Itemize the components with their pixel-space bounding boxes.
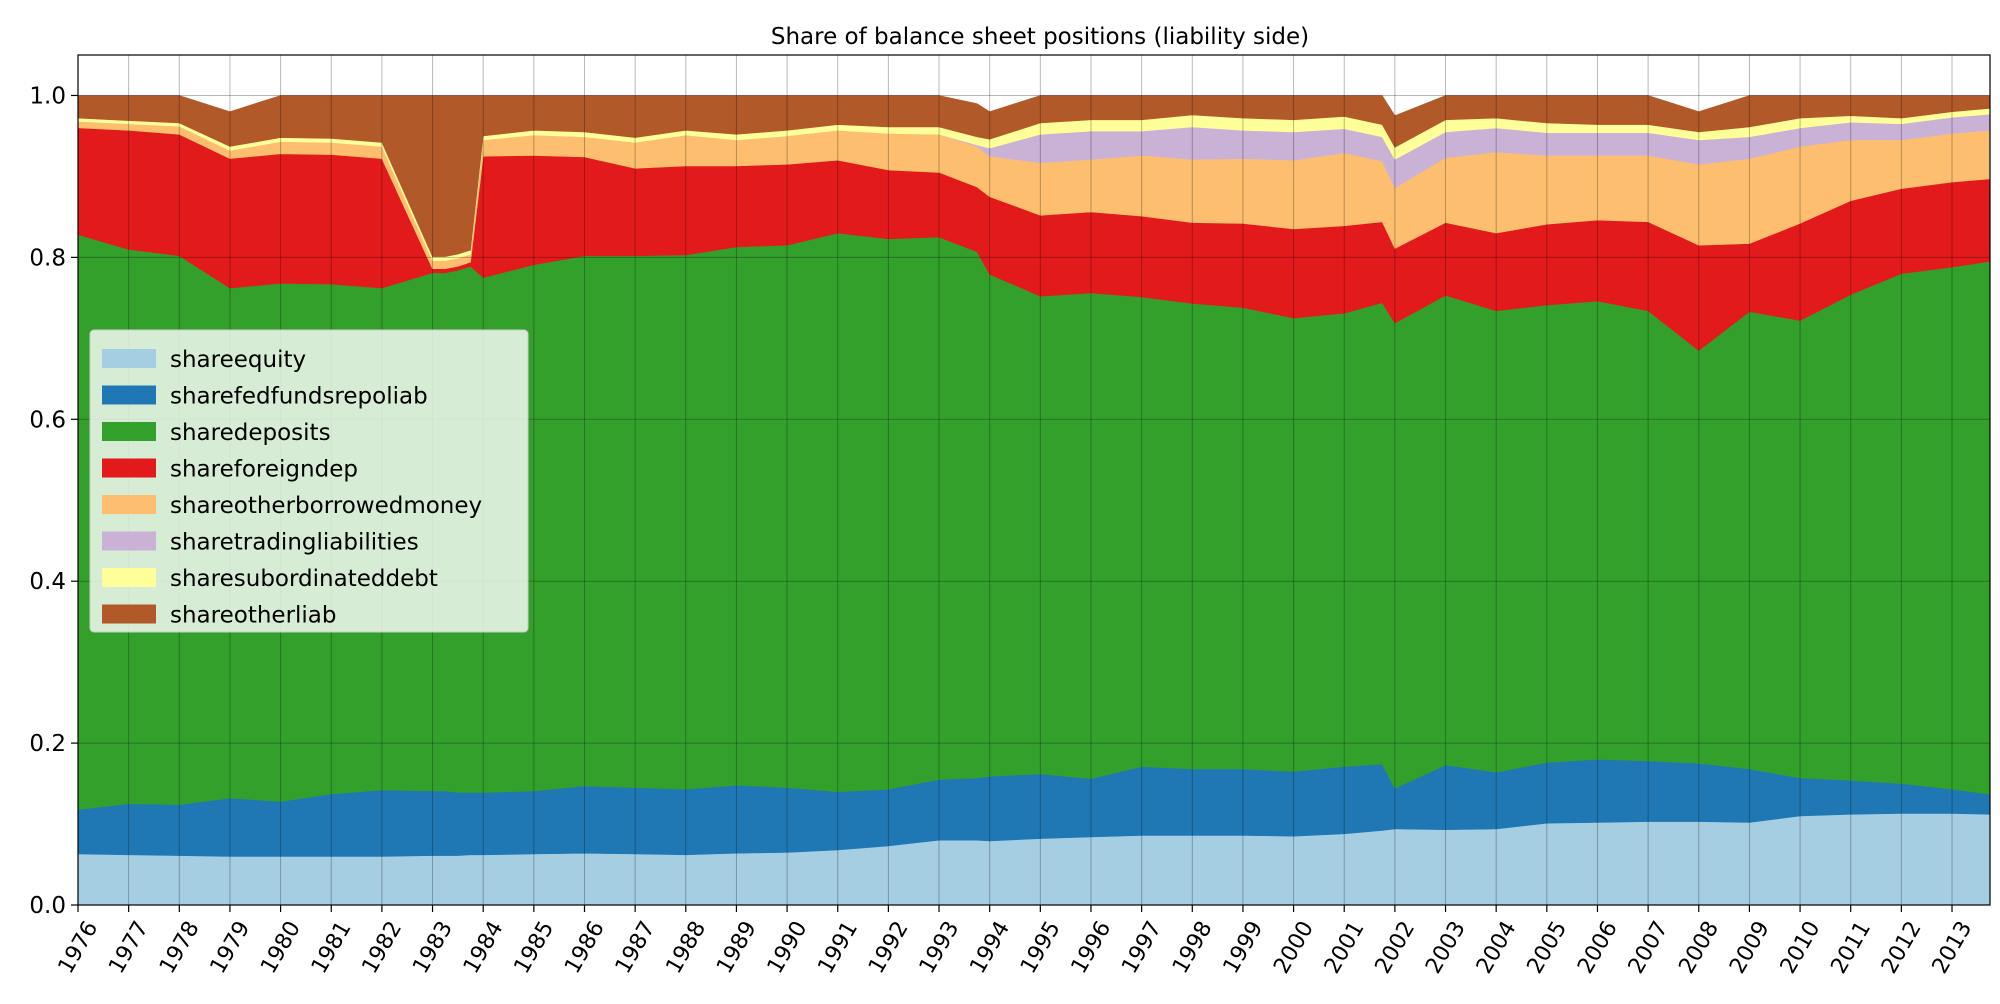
y-tick-label: 0.8 <box>29 245 66 271</box>
legend-swatch <box>102 495 156 514</box>
y-tick-label: 0.0 <box>29 893 66 919</box>
y-tick-label: 0.2 <box>29 731 66 757</box>
legend-swatch <box>102 349 156 368</box>
legend-item-sharetradingliabilities: sharetradingliabilities <box>102 530 419 556</box>
legend-item-sharesubordinateddebt: sharesubordinateddebt <box>102 566 438 592</box>
legend-item-shareforeigndep: shareforeigndep <box>102 457 358 483</box>
legend-item-sharedeposits: sharedeposits <box>102 420 331 446</box>
legend-label: shareforeigndep <box>170 457 358 483</box>
y-tick-label: 0.6 <box>29 407 66 433</box>
legend-label: shareequity <box>170 347 306 373</box>
legend-item-shareotherborrowedmoney: shareotherborrowedmoney <box>102 493 482 519</box>
legend-swatch <box>102 531 156 551</box>
legend-swatch <box>102 422 156 441</box>
legend: shareequity sharefedfundsrepoliab sharedep… <box>89 329 529 633</box>
areas-layer <box>77 95 1991 906</box>
legend-label: sharefedfundsrepoliab <box>170 384 428 410</box>
plot-frame <box>77 54 1991 906</box>
legend-swatch <box>102 604 156 624</box>
legend-swatch <box>102 385 156 405</box>
legend-item-sharefedfundsrepoliab: sharefedfundsrepoliab <box>102 384 428 410</box>
legend-swatch <box>102 568 156 587</box>
legend-swatch <box>102 458 156 478</box>
y-tick-label: 1.0 <box>29 83 66 109</box>
legend-box <box>89 329 529 633</box>
legend-label: shareotherliab <box>170 603 337 629</box>
chart-title: Share of balance sheet positions (liabil… <box>771 24 1309 50</box>
legend-label: sharetradingliabilities <box>170 530 419 556</box>
legend-label: shareotherborrowedmoney <box>170 493 482 519</box>
legend-label: sharesubordinateddebt <box>170 566 438 592</box>
y-tick-label: 0.4 <box>29 569 66 595</box>
y-axis: 0.0 0.2 0.4 0.6 0.8 1.0 <box>29 83 78 919</box>
legend-item-shareotherliab: shareotherliab <box>102 603 337 629</box>
legend-label: sharedeposits <box>170 420 331 446</box>
legend-item-shareequity: shareequity <box>102 347 306 373</box>
